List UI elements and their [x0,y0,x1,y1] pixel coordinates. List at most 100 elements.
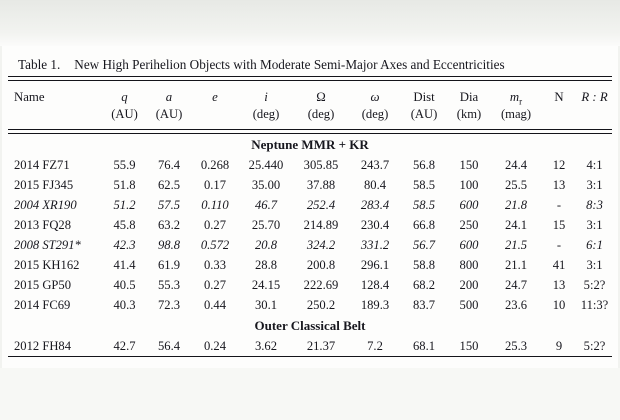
cell-dist: 56.8 [412,157,436,172]
cell-a: 56.4 [157,338,181,353]
cell-name: 2014 FZ71 [14,157,70,172]
cell-rr: 3:1 [586,257,603,272]
cell-e: 0.24 [203,338,227,353]
cell-dist: 56.7 [412,237,436,252]
cell-name: 2015 FJ345 [14,177,74,192]
cell-n: 12 [552,157,566,172]
col-header-name: Name [14,90,45,104]
cell-i: 28.8 [254,257,278,272]
cell-dia: 600 [459,237,479,252]
cell-mr: 24.1 [504,217,528,232]
cell-rr: 8:3 [586,197,603,212]
cell-n: 13 [552,177,566,192]
cell-i: 3.62 [254,338,278,353]
cell-q: 51.8 [113,177,136,192]
cell-i: 25.70 [251,217,281,232]
col-header-mr-symbol: m [509,90,520,104]
cell-dia: 250 [459,217,479,232]
unit-Omega: (deg) [307,107,335,121]
cell-n: 15 [552,217,566,232]
header-rule-row [8,129,612,134]
table-row-2015-kh162: 2015 KH162 41.4 61.9 0.33 28.8 200.8 296… [8,255,612,275]
cell-e: 0.27 [203,217,227,232]
cell-a: 62.5 [157,177,181,192]
cell-e: 0.17 [203,177,227,192]
cell-name: 2015 GP50 [14,277,72,292]
cell-a: 61.9 [157,257,181,272]
table-caption-label: Table 1. [18,57,61,72]
cell-n: - [556,197,562,212]
cell-rr: 6:1 [586,237,603,252]
table-1: Table 1. New High Perihelion Objects with… [8,46,612,358]
unit-a: (AU) [155,107,183,121]
cell-dia: 150 [459,338,479,353]
cell-n: - [556,237,562,252]
cell-q: 42.3 [113,237,136,252]
page-margin-top [0,0,620,46]
cell-argperi: 243.7 [360,157,390,172]
col-header-mr-subscript: r [519,96,523,107]
cell-e: 0.110 [201,197,229,212]
cell-dia: 600 [459,197,479,212]
col-header-dist: Dist [413,90,435,104]
col-header-omega: ω [370,90,380,104]
cell-node: 214.89 [303,217,339,232]
cell-a: 76.4 [157,157,181,172]
cell-e: 0.572 [200,237,230,252]
cell-n: 13 [552,277,566,292]
cell-i: 24.15 [251,277,281,292]
cell-q: 40.3 [113,297,136,312]
table-row-2015-fj345: 2015 FJ345 51.8 62.5 0.17 35.00 37.88 80… [8,175,612,195]
table-row-2008-st291: 2008 ST291* 42.3 98.8 0.572 20.8 324.2 3… [8,235,612,255]
cell-q: 42.7 [113,338,136,353]
top-double-rule [8,76,612,81]
col-header-q: q [121,90,128,104]
cell-dist: 66.8 [412,217,436,232]
bottom-rule [8,356,612,358]
table-row-2004-xr190: 2004 XR190 51.2 57.5 0.110 46.7 252.4 28… [8,195,612,215]
unit-q: (AU) [111,107,138,121]
cell-argperi: 283.4 [360,197,390,212]
cell-node: 305.85 [303,157,339,172]
cell-dist: 83.7 [412,297,436,312]
cell-rr: 5:2? [583,277,606,292]
cell-a: 98.8 [157,237,181,252]
cell-argperi: 80.4 [363,177,387,192]
cell-q: 45.8 [113,217,136,232]
cell-dia: 150 [459,157,479,172]
unit-rr [577,106,612,129]
cell-dia: 200 [459,277,479,292]
cell-argperi: 331.2 [360,237,390,252]
cell-node: 250.2 [306,297,336,312]
cell-name: 2012 FH84 [14,338,72,353]
cell-e: 0.33 [203,257,227,272]
unit-n [541,106,577,129]
table-row-2012-fh84: 2012 FH84 42.7 56.4 0.24 3.62 21.37 7.2 … [8,336,612,356]
cell-name: 2013 FQ28 [14,217,72,232]
cell-name: 2004 XR190 [14,197,77,212]
col-header-n: N [554,90,564,104]
cell-argperi: 296.1 [360,257,390,272]
cell-i: 25.440 [248,157,284,172]
col-header-e: e [212,90,218,104]
cell-i: 35.00 [251,177,281,192]
cell-rr: 3:1 [586,177,603,192]
cell-dist: 58.5 [412,197,436,212]
cell-argperi: 230.4 [360,217,390,232]
unit-dia: (km) [456,107,482,121]
table-row-2014-fz71: 2014 FZ71 55.9 76.4 0.268 25.440 305.85 … [8,155,612,175]
cell-q: 40.5 [113,277,136,292]
cell-name: 2014 FC69 [14,297,71,312]
unit-omega: (deg) [361,107,389,121]
cell-a: 57.5 [157,197,181,212]
header-unit-row: (AU) (AU) (deg) (deg) (deg) (AU) (km) (m… [8,106,612,129]
cell-e: 0.27 [203,277,227,292]
cell-mr: 23.6 [504,297,528,312]
page-margin-bottom [0,368,620,420]
table-body: Neptune MMR + KR 2014 FZ71 55.9 76.4 0.2… [8,134,612,356]
table-caption-text: New High Perihelion Objects with Moderat… [74,57,505,72]
cell-name: 2015 KH162 [14,257,80,272]
data-table: Name q a e i Ω ω Dist Dia mr N R : R (AU… [8,81,612,356]
cell-dist: 58.8 [412,257,436,272]
